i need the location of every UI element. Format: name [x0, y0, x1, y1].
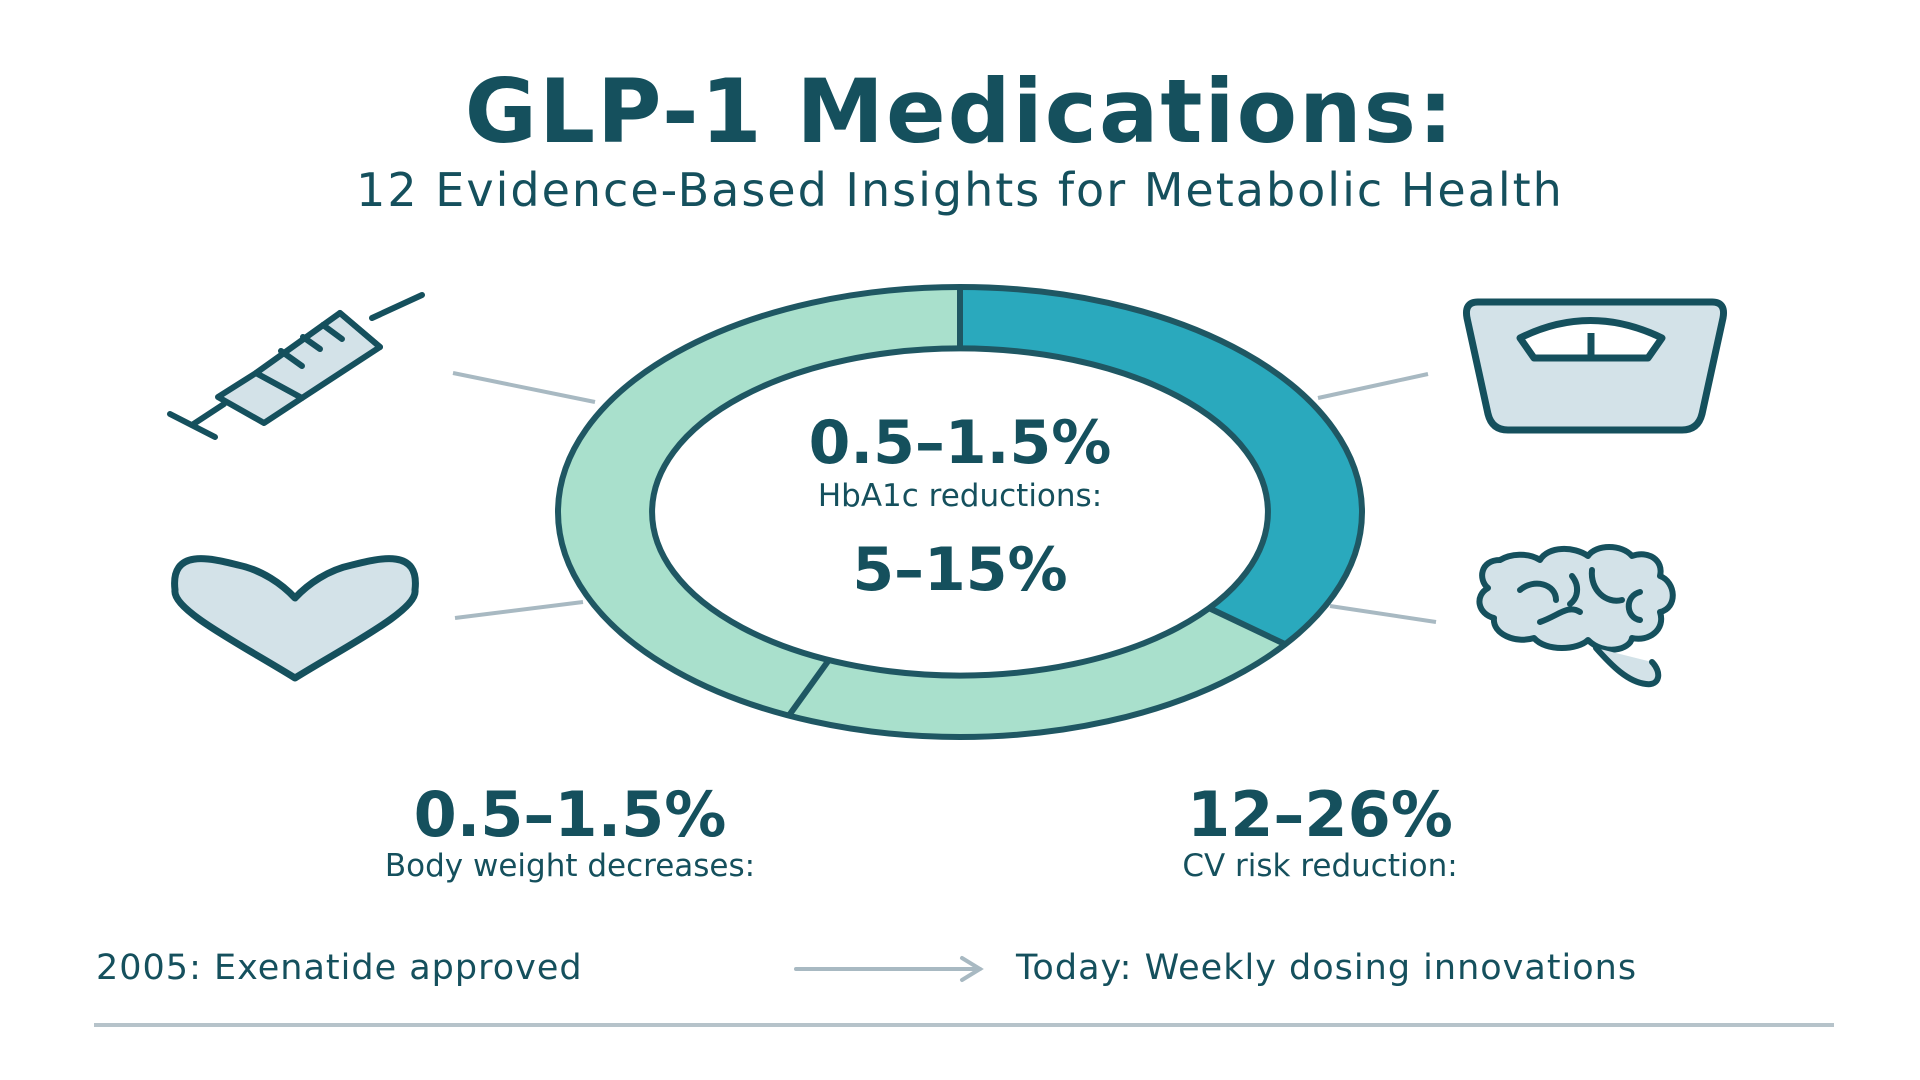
ring-chart	[555, 284, 1365, 740]
timeline-end: Today: Weekly dosing innovations	[1016, 948, 1638, 988]
stat-value-weight: 0.5–1.5%	[413, 778, 727, 851]
ring-divider-2	[1207, 605, 1287, 647]
page-subtitle: 12 Evidence-Based Insights for Metabolic…	[356, 163, 1564, 217]
stat-value-cv: 12–26%	[1187, 778, 1453, 851]
brain-icon	[1476, 544, 1676, 688]
ring-center-value-top: 0.5–1.5%	[808, 408, 1112, 478]
heart-icon	[171, 555, 419, 682]
stat-label-cv: CV risk reduction:	[1182, 848, 1458, 884]
connector-line-scale	[1317, 372, 1429, 400]
connector-line-syringe	[452, 371, 596, 404]
ring-center-label: HbA1c reductions:	[817, 478, 1103, 514]
connector-line-heart	[454, 600, 584, 620]
ring-segment-1	[960, 287, 1363, 645]
syringe-icon	[167, 292, 425, 440]
timeline-start: 2005: Exenatide approved	[96, 948, 583, 988]
stat-label-weight: Body weight decreases:	[384, 848, 756, 884]
ring-center-value-bottom: 5–15%	[852, 535, 1068, 605]
connector-line-brain	[1329, 604, 1437, 624]
arrow-right-icon	[794, 956, 984, 982]
ring-segment-3	[558, 287, 960, 716]
page-title: GLP-1 Medications:	[464, 60, 1456, 163]
scale-icon	[1463, 298, 1727, 434]
ring-divider-3	[786, 658, 832, 718]
